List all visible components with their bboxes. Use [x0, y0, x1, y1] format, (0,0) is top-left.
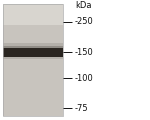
Text: -250: -250	[75, 17, 94, 26]
Bar	[3, 4, 63, 116]
Text: kDa: kDa	[75, 1, 92, 10]
Bar	[3, 46, 63, 48]
Bar	[3, 69, 63, 99]
Bar	[3, 48, 63, 57]
Bar	[3, 43, 63, 46]
Text: -75: -75	[75, 104, 89, 113]
Bar	[3, 54, 63, 57]
Bar	[3, 57, 63, 59]
Text: -100: -100	[75, 74, 94, 83]
Text: -150: -150	[75, 48, 94, 57]
Bar	[3, 4, 63, 25]
Bar	[3, 4, 63, 116]
